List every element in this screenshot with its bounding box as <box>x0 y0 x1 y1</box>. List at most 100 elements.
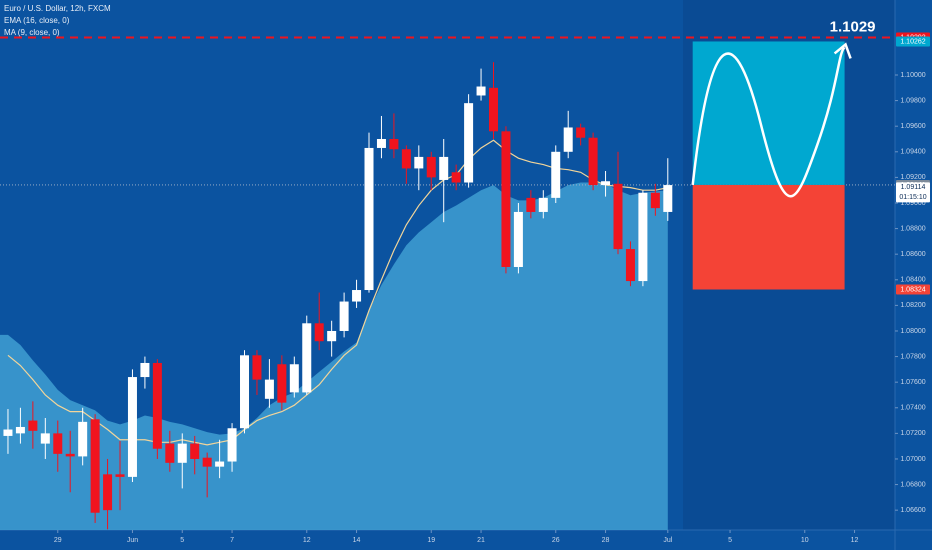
forecast-curve <box>691 46 846 198</box>
y-tick-label: 1.07800 <box>900 353 925 360</box>
candle-body <box>439 156 449 180</box>
candle-body <box>376 138 386 148</box>
y-tick-label: 1.09000 <box>900 200 925 207</box>
y-tick-label: 1.06600 <box>900 507 925 514</box>
candle-body <box>289 364 299 393</box>
x-tick-label: 29 <box>54 537 62 544</box>
candle-body <box>663 185 673 212</box>
candle-body <box>401 149 411 169</box>
price-label: 1.09114 <box>901 184 926 191</box>
candle-body <box>551 151 561 198</box>
candle-body <box>202 457 212 467</box>
x-tick-label: 12 <box>303 537 311 544</box>
x-tick-label: 19 <box>427 537 435 544</box>
candle-body <box>625 249 635 282</box>
price-label-box <box>896 284 930 295</box>
candle-body <box>426 156 436 178</box>
x-tick-label: 14 <box>353 537 361 544</box>
candle-body <box>190 443 200 459</box>
candle-body <box>601 181 611 186</box>
candle-body <box>264 379 274 399</box>
x-tick-label: Jul <box>663 537 672 544</box>
candle-body <box>513 211 523 267</box>
forecast-arrow <box>833 42 852 59</box>
candle-body <box>103 474 113 511</box>
target-label: 1.1029 <box>830 18 876 35</box>
y-tick-label: 1.08400 <box>900 277 925 284</box>
candle-body <box>127 377 137 477</box>
legend-ma: MA (9, close, 0) <box>4 28 60 37</box>
candle-body <box>526 197 536 212</box>
candle-body <box>53 433 63 454</box>
candle-body <box>576 127 586 138</box>
x-tick-label: 21 <box>477 537 485 544</box>
x-tick-label: 7 <box>230 537 234 544</box>
x-tick-label: 5 <box>728 537 732 544</box>
candle-body <box>650 192 660 209</box>
candle-body <box>613 183 623 250</box>
candle-body <box>588 137 598 186</box>
x-tick-label: 12 <box>851 537 859 544</box>
candle-body <box>563 127 573 152</box>
candle-body <box>240 355 250 429</box>
y-tick-label: 1.07200 <box>900 430 925 437</box>
candle-body <box>90 419 100 513</box>
loss-zone <box>692 184 845 290</box>
chart-title: Euro / U.S. Dollar, 12h, FXCM <box>4 4 111 13</box>
candle-body <box>538 197 548 212</box>
candle-body <box>227 428 237 462</box>
candle-body <box>389 138 399 150</box>
y-tick-label: 1.09800 <box>900 97 925 104</box>
y-tick-label: 1.08600 <box>900 251 925 258</box>
y-tick-label: 1.08800 <box>900 225 925 232</box>
x-tick-label: 26 <box>552 537 560 544</box>
legend-ema: EMA (16, close, 0) <box>4 16 70 25</box>
y-tick-label: 1.06800 <box>900 481 925 488</box>
price-label: 1.10262 <box>900 38 925 45</box>
price-label-box <box>896 36 930 47</box>
candle-body <box>15 426 25 434</box>
y-tick-label: 1.09600 <box>900 123 925 130</box>
profit-zone <box>692 41 845 185</box>
y-tick-label: 1.07600 <box>900 379 925 386</box>
y-tick-label: 1.08200 <box>900 302 925 309</box>
candle-body <box>414 156 424 169</box>
candle-body <box>165 443 175 463</box>
candle-body <box>115 474 125 477</box>
candle-body <box>464 103 474 183</box>
price-label: 1.08324 <box>900 286 925 293</box>
candle-body <box>177 443 187 463</box>
candle-body <box>314 323 324 342</box>
candle-body <box>215 461 225 467</box>
candle-body <box>476 86 486 96</box>
candle-body <box>327 330 337 342</box>
candle-body <box>152 362 162 449</box>
candle-body <box>339 301 349 331</box>
price-label-box <box>896 182 930 203</box>
x-tick-label: 5 <box>180 537 184 544</box>
y-tick-label: 1.07400 <box>900 405 925 412</box>
candle-body <box>3 429 13 436</box>
ema-area <box>0 182 668 530</box>
candle-body <box>489 87 499 132</box>
candle-body <box>364 147 374 291</box>
candle-body <box>65 453 75 457</box>
candle-body <box>277 364 287 403</box>
countdown-label: 01:15:10 <box>899 194 926 201</box>
y-tick-label: 1.07000 <box>900 456 925 463</box>
y-tick-label: 1.09400 <box>900 149 925 156</box>
candle-body <box>501 131 511 267</box>
candle-body <box>451 172 461 183</box>
candle-body <box>352 290 362 302</box>
y-tick-label: 1.08000 <box>900 328 925 335</box>
x-tick-label: 10 <box>801 537 809 544</box>
y-tick-label: 1.09200 <box>900 174 925 181</box>
x-tick-label: 28 <box>602 537 610 544</box>
candle-body <box>302 323 312 393</box>
candle-body <box>40 433 50 444</box>
candle-body <box>140 362 150 378</box>
candle-body <box>78 421 88 457</box>
x-tick-label: Jun <box>127 537 138 544</box>
